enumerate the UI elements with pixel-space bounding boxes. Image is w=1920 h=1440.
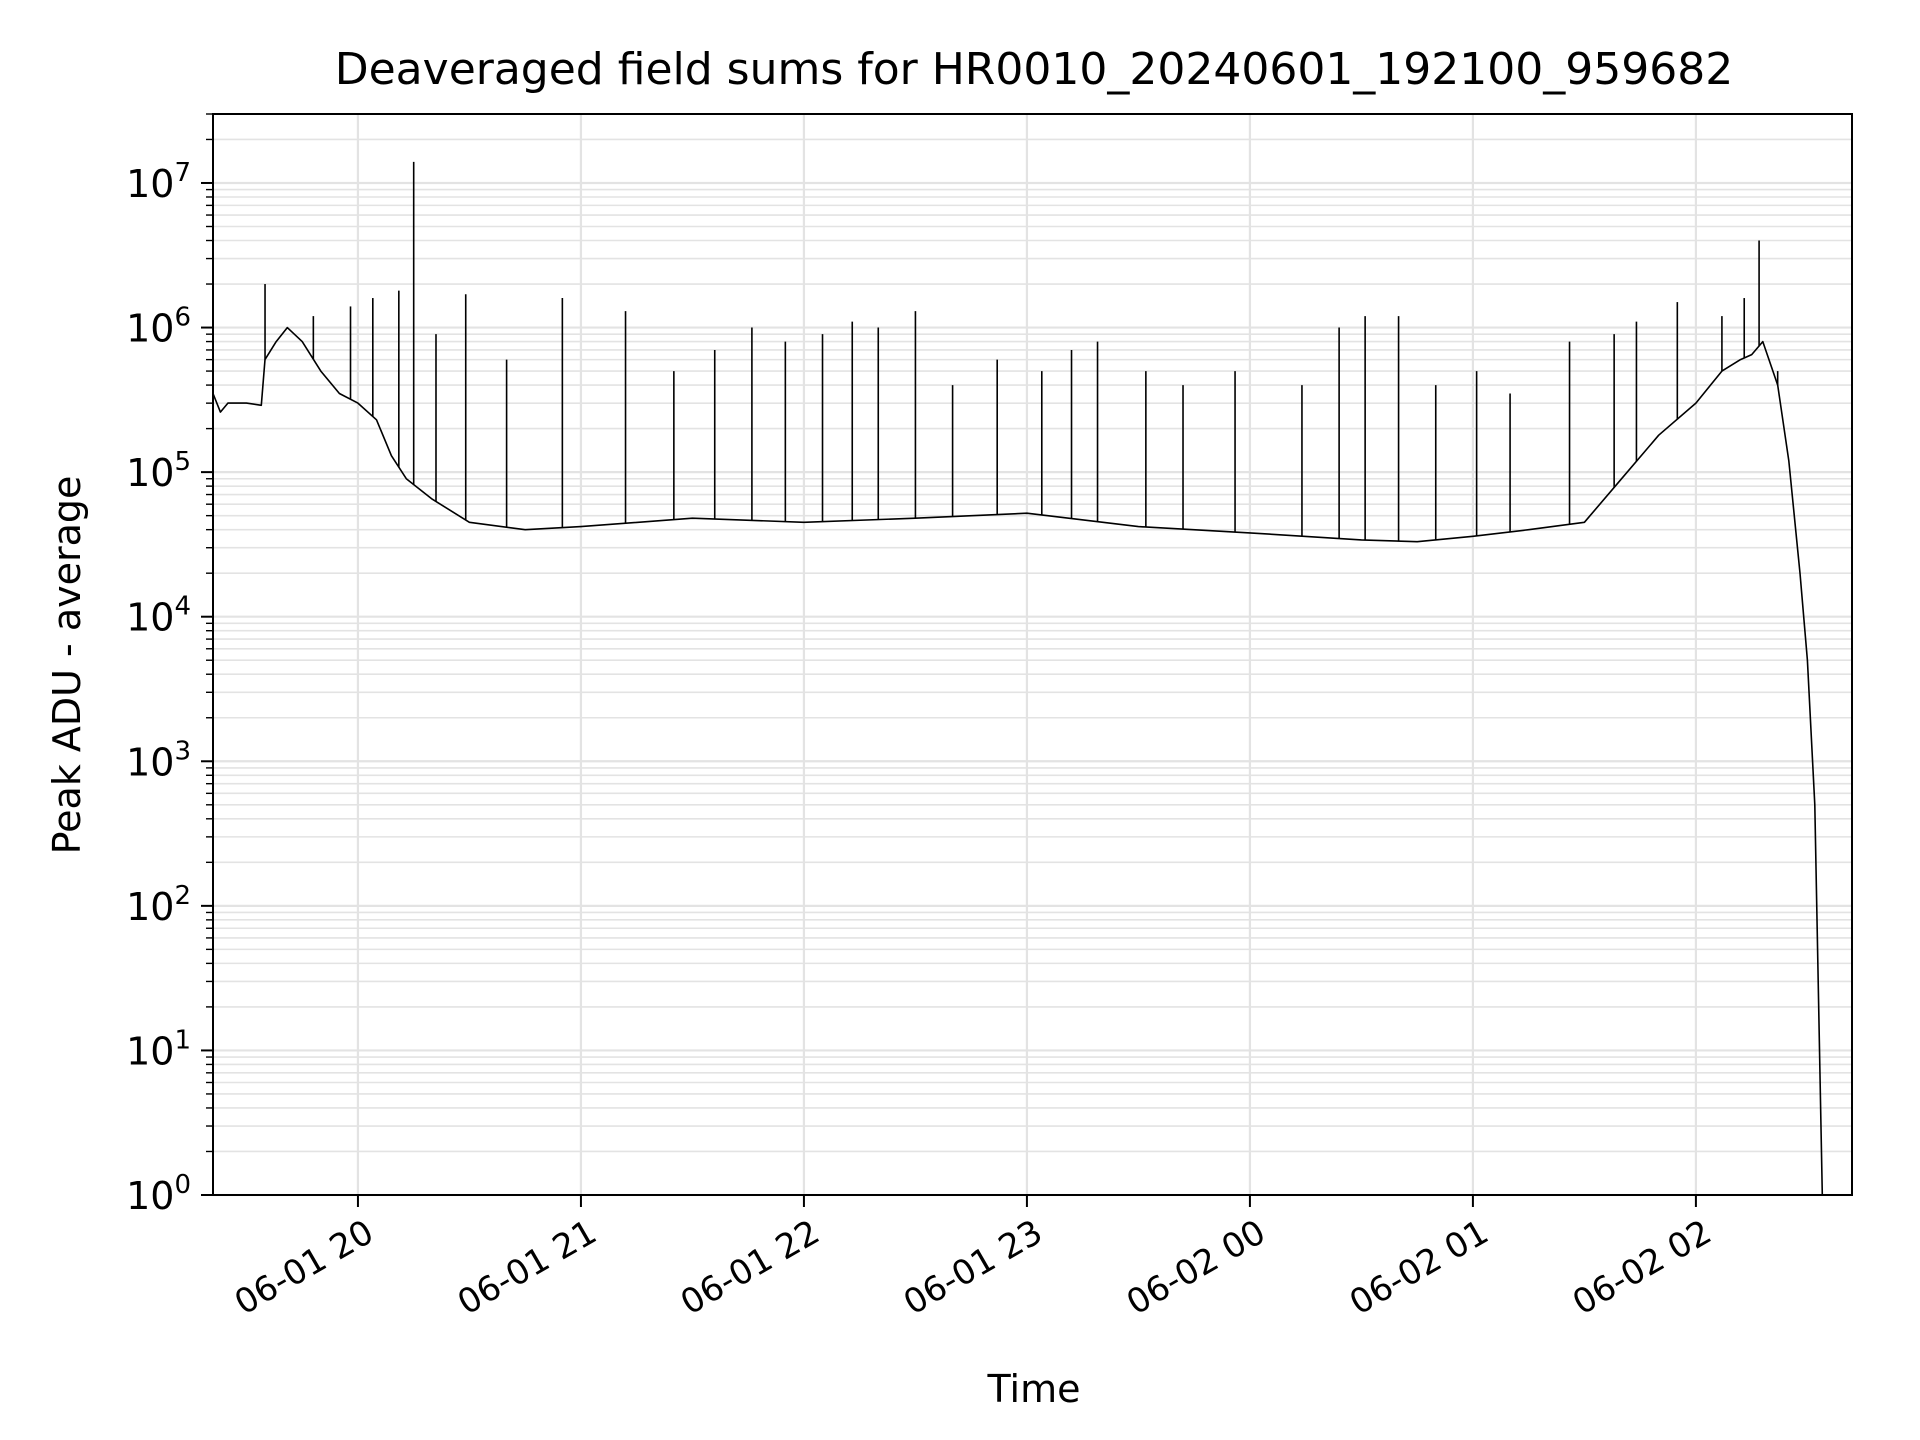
x-axis-label: Time xyxy=(987,1367,1081,1411)
y-tick-label: 104 xyxy=(126,592,191,640)
y-tick-label: 102 xyxy=(126,881,191,929)
y-tick-label: 101 xyxy=(126,1025,191,1073)
y-axis-label: Peak ADU - average xyxy=(45,476,89,855)
y-tick-label: 105 xyxy=(126,447,191,495)
y-axis: 100 101 102 103 104 105 106 107 xyxy=(126,113,213,1218)
y-tick-label: 103 xyxy=(126,736,191,784)
plot-frame xyxy=(212,113,1853,1196)
chart-title: Deaveraged field sums for HR0010_2024060… xyxy=(335,44,1734,95)
grid xyxy=(213,113,1852,1197)
series-layer xyxy=(212,161,1824,1196)
y-tick-label: 106 xyxy=(126,303,191,351)
y-tick-label: 100 xyxy=(126,1170,191,1218)
y-tick-label: 107 xyxy=(126,158,191,206)
